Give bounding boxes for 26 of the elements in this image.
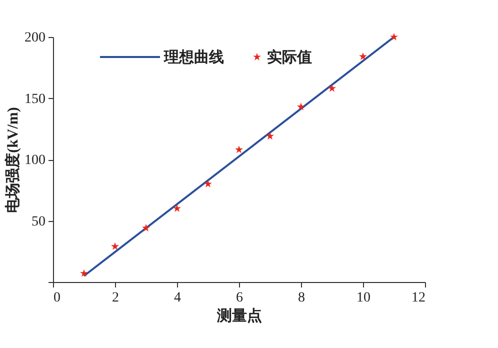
point [266,132,274,140]
y-axis-title: 电场强度(kV/m) [4,107,22,213]
x-tick-label: 0 [54,290,60,306]
point [235,146,243,154]
point [204,180,212,188]
x-tick-label: 10 [356,290,370,306]
x-tick-label: 12 [412,290,426,306]
x-tick-label: 8 [298,290,305,306]
y-tick-label: 150 [24,92,46,107]
legend-label: 理想曲线 [163,49,224,66]
point [390,32,398,40]
point [297,102,305,110]
x-tick-label: 2 [112,290,119,306]
y-tick-label: 50 [32,214,46,230]
legend-label: 实际值 [267,48,312,66]
y-tick-label: 200 [24,30,46,46]
x-tick-label: 4 [174,290,181,306]
point [142,224,150,232]
point [173,204,181,212]
x-tick-label: 6 [236,290,243,306]
point [328,84,336,92]
y-tick-label: 100 [24,153,46,168]
point [111,242,119,250]
point [80,269,88,277]
point [359,52,367,60]
x-axis-title: 测量点 [216,308,262,324]
